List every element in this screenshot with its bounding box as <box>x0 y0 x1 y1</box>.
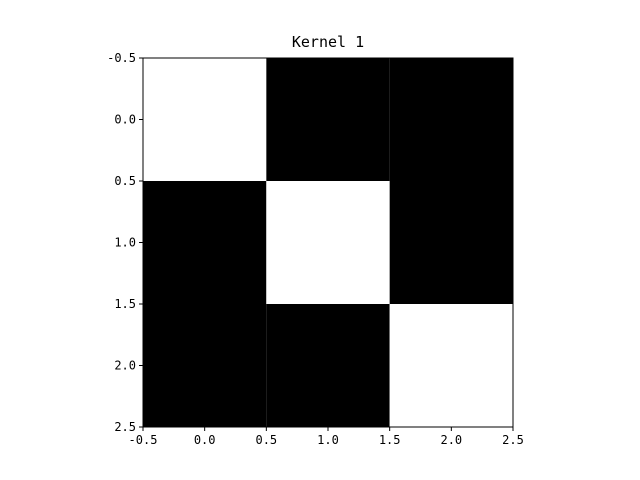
x-tick-label: 0.5 <box>255 433 277 447</box>
x-tick-label: 2.5 <box>502 433 524 447</box>
heatmap-cell-r1-c2 <box>389 181 513 304</box>
chart-title: Kernel 1 <box>291 33 365 51</box>
y-tick-label: 1.0 <box>114 236 136 250</box>
y-tick-label: 0.5 <box>114 174 136 188</box>
heatmap-cell-r0-c1 <box>266 58 390 181</box>
heatmap-cell-r0-c0 <box>143 58 267 181</box>
heatmap-cell-r0-c2 <box>389 58 513 181</box>
y-tick-label: 1.5 <box>114 297 136 311</box>
x-tick-label: 1.5 <box>379 433 401 447</box>
x-axis: -0.5 0.0 0.5 1.0 1.5 2.0 2.5 <box>129 427 524 447</box>
y-tick-label: 2.5 <box>114 420 136 434</box>
x-tick-label: 0.0 <box>194 433 216 447</box>
x-tick-label: 2.0 <box>440 433 462 447</box>
y-axis: -0.5 0.0 0.5 1.0 1.5 2.0 2.5 <box>107 51 143 434</box>
heatmap-cell-r2-c0 <box>143 304 267 427</box>
y-tick-label: 2.0 <box>114 359 136 373</box>
heatmap-cell-r2-c1 <box>266 304 390 427</box>
heatmap-cell-r1-c0 <box>143 181 267 304</box>
x-tick-label: 1.0 <box>317 433 339 447</box>
y-tick-label: 0.0 <box>114 113 136 127</box>
heatmap-cell-r2-c2 <box>389 304 513 427</box>
heatmap-cells <box>143 58 513 427</box>
y-tick-label: -0.5 <box>107 51 136 65</box>
x-tick-label: -0.5 <box>129 433 158 447</box>
heatmap-cell-r1-c1 <box>266 181 390 304</box>
